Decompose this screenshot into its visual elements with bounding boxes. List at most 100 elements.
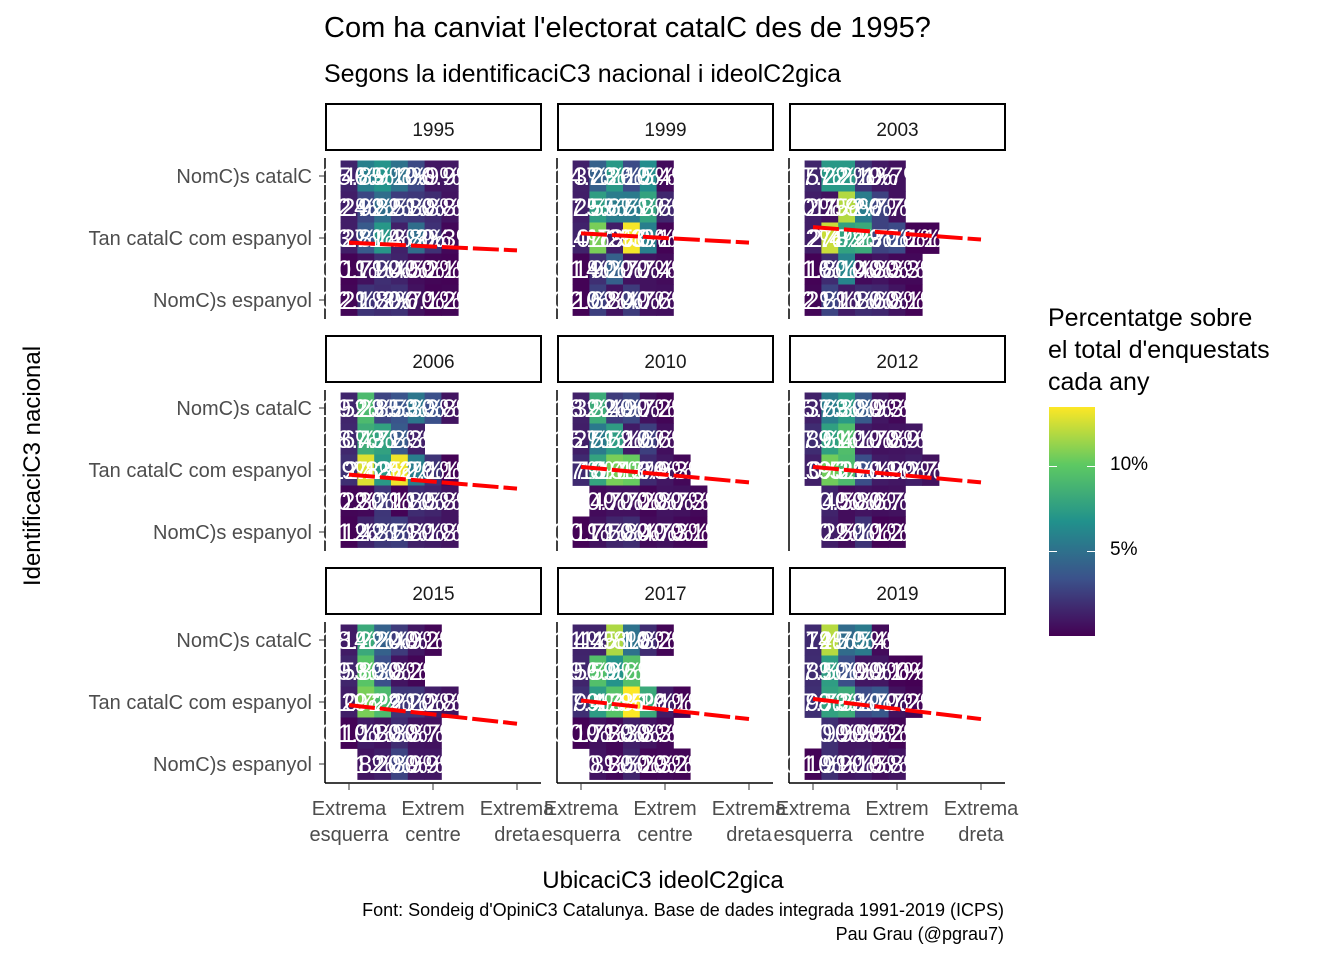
cell-value-label: 0.7% (388, 287, 445, 315)
cell-value-label: 1.2% (553, 426, 610, 454)
heatmap-cell (606, 253, 624, 285)
cell-value-label: 3.8% (835, 395, 892, 423)
cell-value-label: 2.4% (371, 627, 428, 655)
heatmap-cell (357, 655, 375, 687)
heatmap-cell (871, 624, 889, 656)
cell-value-label: 2.6% (620, 426, 677, 454)
legend-title-line: Percentatge sobre (1048, 304, 1253, 332)
heatmap-cell (804, 222, 822, 254)
cell-value-label: 0.2% (421, 287, 478, 315)
cell-value-label: 0.8% (421, 194, 478, 222)
facet-strip-label: 2019 (876, 584, 918, 605)
cell-value-label: 0.9% (852, 395, 909, 423)
cell-value-label: 0.7% (869, 194, 926, 222)
heatmap-cell (606, 624, 624, 656)
heatmap-cell (855, 655, 873, 687)
heatmap-cell (871, 284, 889, 316)
heatmap-cell (391, 392, 409, 424)
cell-value-label: 4.8% (354, 194, 411, 222)
caption: Font: Sondeig d'OpiniC3 Catalunya. Base … (362, 898, 1004, 946)
heatmap-cell (606, 485, 624, 517)
heatmap-cell (407, 284, 425, 316)
legend-tick-mark (1087, 466, 1095, 468)
cell-value-label: 1.1% (835, 751, 892, 779)
cell-value-label: 1.1% (835, 426, 892, 454)
heatmap-cell (357, 423, 375, 455)
heatmap-cell (572, 253, 590, 285)
facet-strip (557, 103, 774, 151)
cell-value-label: 0.6% (852, 488, 909, 516)
cell-value-label: 0.8% (869, 287, 926, 315)
cell-value-label: 3.3% (405, 395, 462, 423)
heatmap-cell (855, 253, 873, 285)
cell-value-label: 1.6% (852, 287, 909, 315)
heatmap-cell (572, 191, 590, 223)
heatmap-cell (374, 160, 392, 192)
y-tick-label: Tan catalC com espanyol (89, 460, 312, 482)
heatmap-cell (424, 748, 442, 780)
heatmap-cell (606, 655, 624, 687)
cell-value-label: 0.2% (321, 287, 378, 315)
cell-value-label: 1.3% (785, 395, 842, 423)
cell-value-label: 0.7% (620, 395, 677, 423)
cell-value-label: 0.3% (337, 488, 394, 516)
cell-value-label: 1.9% (801, 751, 858, 779)
heatmap-cell (572, 516, 590, 548)
cell-value-label: 0.6% (637, 426, 694, 454)
cell-value-label: 0.2% (869, 519, 926, 547)
y-tick-label: NomC)s espanyol (153, 290, 312, 312)
heatmap-cell (623, 222, 641, 254)
y-axis-title: IdentificaciC3 nacional (19, 345, 46, 587)
heatmap-cell (407, 624, 425, 656)
heatmap-cell (804, 160, 822, 192)
cell-value-label: 1.1% (405, 519, 462, 547)
heatmap-cell (589, 717, 607, 749)
heatmap-cell (656, 284, 674, 316)
cell-value-label: 0.8% (421, 488, 478, 516)
cell-value-label: 12.8% (330, 457, 401, 485)
chart-title: Com ha canviat l'electorat catalC des de… (324, 12, 931, 44)
heatmap-cell (821, 717, 839, 749)
cell-value-label: 1.1% (337, 720, 394, 748)
heatmap-cell (888, 485, 906, 517)
heatmap-cell (639, 284, 657, 316)
heatmap-cell (673, 516, 691, 548)
heatmap-cell (821, 748, 839, 780)
cell-value-label: 4.2% (569, 163, 626, 191)
cell-value-label: 1.8% (785, 658, 842, 686)
cell-value-label: 0.2% (405, 627, 462, 655)
cell-value-label: 0.6% (637, 287, 694, 315)
heatmap-cell (871, 485, 889, 517)
trend-line (812, 696, 982, 722)
cell-value-label: 7.2% (586, 163, 643, 191)
heatmap-cell (391, 717, 409, 749)
heatmap-cell (340, 284, 358, 316)
cell-value-label: 1.3% (388, 426, 445, 454)
cell-value-label: 1.2% (885, 457, 942, 485)
cell-value-label: 0.1% (670, 519, 727, 547)
cell-value-label: 10.7% (330, 689, 401, 717)
cell-value-label: 0.9% (388, 751, 445, 779)
cell-value-label: 2.2% (354, 488, 411, 516)
heatmap-cell (441, 392, 459, 424)
cell-value-label: 1.5% (785, 163, 842, 191)
cell-value-label: 0.7% (852, 426, 909, 454)
facet-strip (325, 567, 542, 615)
cell-value-label: 6.5% (620, 163, 677, 191)
cell-value-label: 3.2% (818, 658, 875, 686)
y-tick-label: NomC)s espanyol (153, 754, 312, 776)
cell-value-label: 4.2% (586, 256, 643, 284)
cell-value-label: 2.9% (337, 194, 394, 222)
cell-value-label: 0.7% (603, 488, 660, 516)
heatmap-cell (855, 284, 873, 316)
x-tick-label: Extrema esquerra (310, 798, 390, 846)
cell-value-label: 3.8% (371, 426, 428, 454)
heatmap-cell (374, 485, 392, 517)
heatmap-cell (656, 717, 674, 749)
cell-value-label: 1.8% (801, 256, 858, 284)
cell-value-label: 2.9% (603, 395, 660, 423)
cell-value-label: 0.9% (818, 720, 875, 748)
cell-value-label: 0.1% (371, 488, 428, 516)
heatmap-cell (656, 160, 674, 192)
cell-value-label: 0.7% (637, 519, 694, 547)
